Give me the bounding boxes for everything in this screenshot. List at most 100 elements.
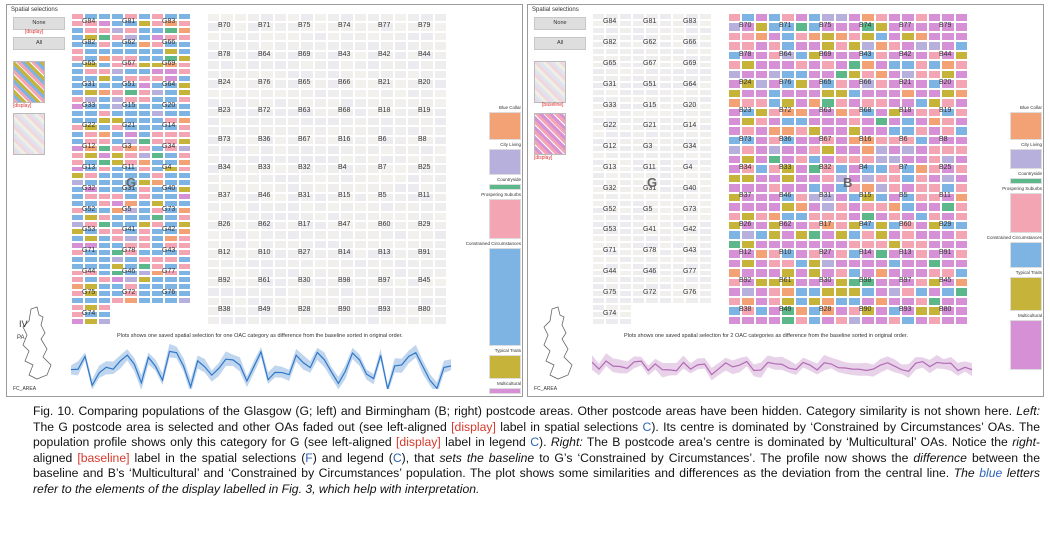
- oa-cell[interactable]: [340, 69, 354, 80]
- oa-cell[interactable]: [685, 26, 699, 34]
- oa-cell[interactable]: [340, 22, 354, 32]
- oa-cell[interactable]: [941, 211, 955, 221]
- oa-cell[interactable]: [340, 164, 354, 174]
- oa-cell[interactable]: [71, 207, 85, 215]
- oa-cell[interactable]: [698, 47, 712, 55]
- oa-cell[interactable]: [698, 117, 712, 124]
- oa-cell[interactable]: [407, 183, 421, 193]
- oa-cell[interactable]: [658, 207, 672, 215]
- oa-cell[interactable]: [698, 158, 712, 166]
- oa-cell[interactable]: [407, 296, 421, 307]
- oa-cell[interactable]: [273, 277, 287, 288]
- oa-cell[interactable]: [164, 276, 178, 284]
- legend-bar[interactable]: [1010, 112, 1042, 140]
- oa-cell[interactable]: [672, 33, 686, 41]
- oa-cell[interactable]: [367, 202, 381, 212]
- oa-cell[interactable]: [220, 79, 234, 89]
- oa-cell[interactable]: [247, 50, 261, 61]
- oa-cell[interactable]: [941, 287, 955, 297]
- oa-cell[interactable]: [768, 60, 782, 70]
- oa-cell[interactable]: [754, 268, 768, 278]
- oa-cell[interactable]: [164, 255, 178, 263]
- oa-cell[interactable]: [632, 179, 646, 187]
- oa-cell[interactable]: [111, 283, 125, 291]
- oa-cell[interactable]: [233, 173, 247, 184]
- oa-cell[interactable]: [754, 126, 768, 136]
- oa-cell[interactable]: [618, 82, 632, 90]
- oa-cell[interactable]: [645, 269, 659, 277]
- oa-cell[interactable]: [220, 202, 234, 212]
- oa-cell[interactable]: [137, 19, 151, 27]
- oa-cell[interactable]: [888, 202, 902, 212]
- oa-cell[interactable]: [848, 13, 862, 23]
- oa-cell[interactable]: [808, 69, 822, 80]
- oa-cell[interactable]: [821, 315, 835, 325]
- oa-cell[interactable]: [672, 165, 686, 173]
- oa-cell[interactable]: [220, 268, 234, 278]
- oa-cell[interactable]: [834, 22, 848, 32]
- oa-cell[interactable]: [220, 249, 234, 259]
- oa-cell[interactable]: [407, 31, 421, 42]
- oa-cell[interactable]: [928, 41, 942, 51]
- oa-cell[interactable]: [353, 221, 367, 231]
- oa-cell[interactable]: [698, 193, 712, 201]
- oa-cell[interactable]: [914, 277, 928, 288]
- oa-cell[interactable]: [941, 98, 955, 108]
- oa-cell[interactable]: [728, 287, 742, 297]
- oa-cell[interactable]: [941, 183, 955, 193]
- oa-cell[interactable]: [605, 214, 619, 221]
- oa-cell[interactable]: [84, 19, 98, 27]
- oa-cell[interactable]: [380, 135, 394, 146]
- oa-cell[interactable]: [433, 117, 447, 127]
- oa-cell[interactable]: [618, 19, 632, 27]
- oa-cell[interactable]: [260, 296, 274, 307]
- oa-cell[interactable]: [928, 211, 942, 221]
- oa-cell[interactable]: [300, 31, 314, 42]
- oa-cell[interactable]: [407, 221, 421, 231]
- oa-cell[interactable]: [164, 186, 178, 194]
- oa-cell[interactable]: [672, 262, 686, 270]
- oa-cell[interactable]: [420, 50, 434, 61]
- oa-cell[interactable]: [632, 262, 646, 270]
- oa-cell[interactable]: [834, 41, 848, 51]
- oa-cell[interactable]: [592, 33, 606, 41]
- oa-cell[interactable]: [433, 183, 447, 193]
- oa-cell[interactable]: [834, 126, 848, 136]
- oa-cell[interactable]: [781, 183, 795, 193]
- oa-cell[interactable]: [380, 69, 394, 80]
- oa-cell[interactable]: [164, 269, 178, 277]
- oa-cell[interactable]: [124, 269, 138, 277]
- oa-cell[interactable]: [407, 239, 421, 250]
- oa-cell[interactable]: [605, 179, 619, 187]
- oa-cell[interactable]: [380, 41, 394, 51]
- oa-cell[interactable]: [97, 158, 111, 166]
- oa-cell[interactable]: [794, 211, 808, 221]
- oa-cell[interactable]: [247, 60, 261, 70]
- oa-cell[interactable]: [861, 145, 875, 155]
- oa-cell[interactable]: [954, 258, 968, 269]
- oa-cell[interactable]: [207, 13, 221, 23]
- oa-cell[interactable]: [754, 296, 768, 307]
- oa-cell[interactable]: [137, 241, 151, 249]
- oa-cell[interactable]: [632, 110, 646, 117]
- oa-cell[interactable]: [164, 144, 178, 152]
- oa-cell[interactable]: [592, 54, 606, 62]
- oa-cell[interactable]: [273, 192, 287, 203]
- oa-cell[interactable]: [645, 40, 659, 48]
- oa-cell[interactable]: [151, 61, 165, 69]
- oa-cell[interactable]: [834, 258, 848, 269]
- oa-cell[interactable]: [645, 297, 659, 305]
- oa-cell[interactable]: [84, 193, 98, 201]
- oa-cell[interactable]: [380, 13, 394, 23]
- oa-cell[interactable]: [111, 144, 125, 152]
- oa-cell[interactable]: [111, 186, 125, 194]
- oa-cell[interactable]: [287, 173, 301, 184]
- oa-cell[interactable]: [97, 290, 111, 298]
- oa-cell[interactable]: [177, 207, 191, 215]
- oa-cell[interactable]: [84, 179, 98, 187]
- oa-cell[interactable]: [632, 144, 646, 152]
- oa-cell[interactable]: [874, 164, 888, 174]
- oa-cell[interactable]: [420, 211, 434, 221]
- oa-cell[interactable]: [151, 297, 165, 305]
- oa-cell[interactable]: [220, 173, 234, 184]
